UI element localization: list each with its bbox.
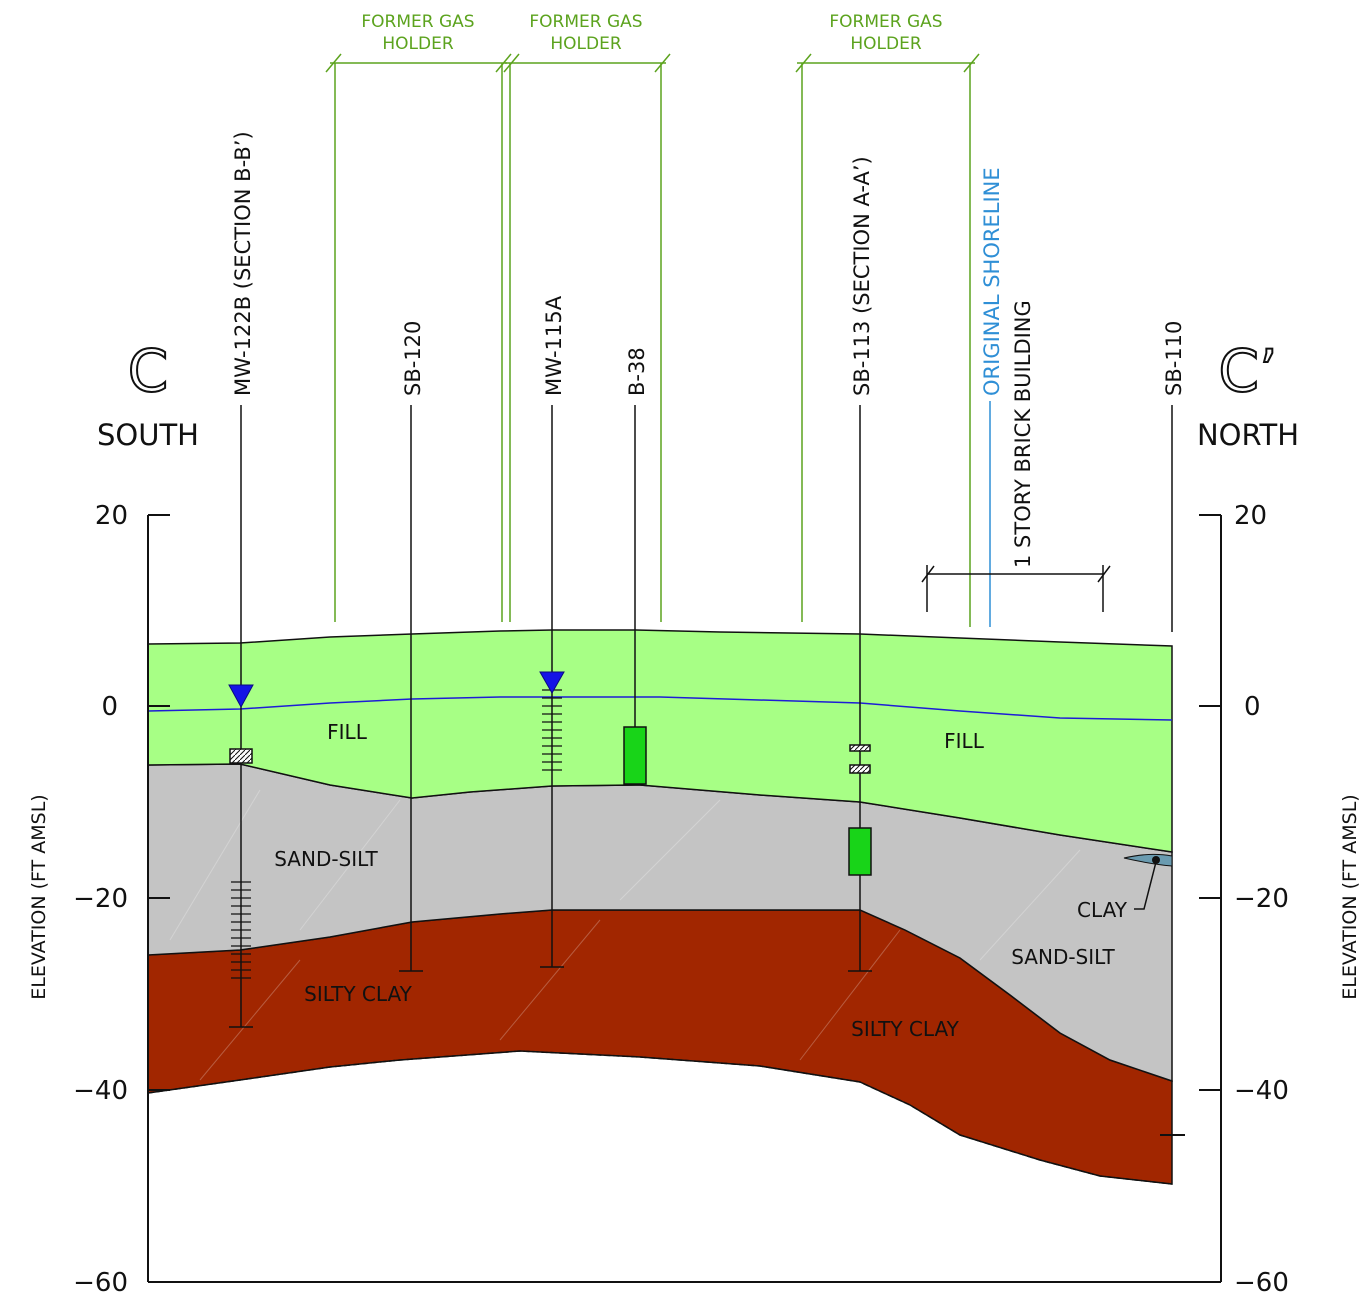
gas-holder-lines — [325, 53, 980, 627]
tick-left-20: 20 — [95, 501, 128, 531]
layer-label-fill-left: FILL — [327, 720, 368, 744]
hatched-sample-sb113-b — [849, 764, 871, 774]
clay-lens-point — [1152, 856, 1160, 864]
well-label-sb120: SB-120 — [401, 321, 425, 396]
direction-south: SOUTH — [97, 418, 199, 452]
right-axis-label: ELEVATION (FT AMSL) — [1339, 794, 1361, 999]
clay-lens — [1123, 853, 1173, 867]
gas-holder-2-line1: FORMER GAS — [529, 12, 642, 32]
tick-left-minus60: −60 — [73, 1268, 128, 1298]
section-start-letter: C — [128, 337, 169, 405]
hatched-sample-mw122b — [229, 748, 253, 764]
well-label-b38: B-38 — [625, 347, 649, 396]
tick-left-0: 0 — [101, 692, 118, 722]
layer-label-clay: CLAY — [1077, 898, 1128, 922]
direction-north: NORTH — [1197, 418, 1299, 452]
tick-right-minus20: −20 — [1234, 884, 1289, 914]
hatched-sample-sb113-a — [849, 744, 871, 752]
tick-right-0: 0 — [1244, 692, 1261, 722]
gas-holder-2-line2: HOLDER — [550, 34, 621, 54]
contaminant-box-b38 — [623, 726, 647, 785]
well-label-sb113: SB-113 (SECTION A-A’) — [850, 156, 874, 396]
building-label: 1 STORY BRICK BUILDING — [1011, 300, 1035, 568]
well-label-sb110: SB-110 — [1162, 321, 1186, 396]
building-dimension — [921, 565, 1111, 612]
contaminant-box-sb113 — [848, 827, 872, 876]
gas-holder-3-line1: FORMER GAS — [829, 12, 942, 32]
gas-holder-1-line1: FORMER GAS — [361, 12, 474, 32]
water-level-marker-mw122b — [228, 684, 254, 709]
tick-left-minus20: −20 — [73, 884, 128, 914]
mw122b-screen — [231, 881, 251, 979]
layer-label-sandsilt-right: SAND-SILT — [1011, 945, 1115, 969]
layer-label-sandsilt-left: SAND-SILT — [274, 847, 378, 871]
layer-label-siltyclay-left: SILTY CLAY — [304, 982, 412, 1006]
tick-left-minus40: −40 — [73, 1076, 128, 1106]
tick-right-20: 20 — [1234, 501, 1267, 531]
tick-right-minus40: −40 — [1234, 1076, 1289, 1106]
left-axis-label: ELEVATION (FT AMSL) — [28, 794, 50, 999]
gas-holder-1-line2: HOLDER — [382, 34, 453, 54]
silty-clay-bottom-boundary — [147, 1050, 1173, 1185]
axis-ticks — [148, 514, 1221, 1136]
original-shoreline-label: ORIGINAL SHORELINE — [980, 167, 1004, 396]
layer-label-fill-right: FILL — [944, 729, 985, 753]
well-label-mw115a: MW-115A — [542, 295, 566, 396]
gas-holder-3-line2: HOLDER — [850, 34, 921, 54]
clay-leader-line — [1134, 861, 1157, 910]
section-end-letter: C’ — [1219, 337, 1278, 405]
tick-right-minus60: −60 — [1234, 1268, 1289, 1298]
layer-label-siltyclay-right: SILTY CLAY — [851, 1017, 959, 1041]
well-label-mw122b: MW-122B (SECTION B-B’) — [231, 131, 255, 396]
layer-texture — [169, 789, 1081, 1081]
mw115a-screen — [542, 689, 562, 771]
water-level-marker-mw115a — [539, 671, 565, 695]
fill-layer — [147, 629, 1173, 853]
